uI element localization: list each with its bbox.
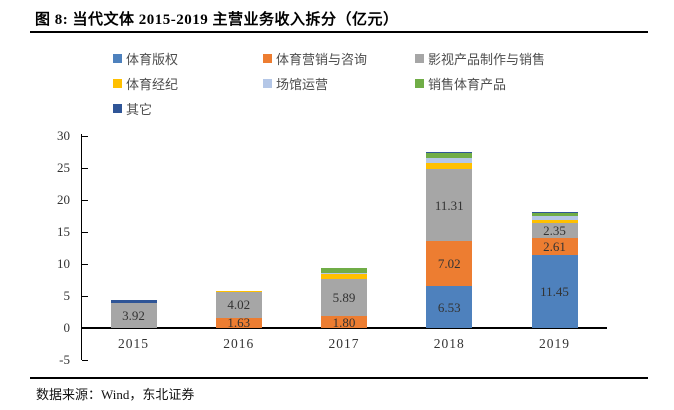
legend-swatch-icon [263,79,272,88]
bar-segment-2019-场馆运营 [531,216,578,220]
legend-item-1: 体育版权 [113,49,178,68]
legend-swatch-icon [415,79,424,88]
y-tick-label: 30 [57,128,70,143]
legend-item-2: 体育营销与咨询 [263,49,367,68]
bar-segment-2017-体育经纪 [321,273,367,279]
bar-segment-2015-其它 [110,299,157,303]
bar-segment-2017-场馆运营 [321,273,367,274]
y-axis-tick [82,231,88,233]
legend-label: 其它 [126,102,153,117]
bar-value-label: 2.61 [543,238,566,254]
bar-segment-2018-体育版权: 6.53 [426,286,473,328]
bar-value-label: 4.02 [227,297,251,313]
y-tick-label: 10 [57,256,70,271]
bar-value-label: 1.63 [227,315,251,331]
y-tick-label: 15 [57,224,70,239]
bar-value-label: 11.45 [540,283,569,299]
data-source-note: 数据来源：Wind，东北证券 [36,387,195,402]
bar-value-label: 6.53 [437,299,461,315]
y-axis-tick [82,135,88,137]
legend-swatch-icon [113,54,122,63]
bar-value-label: 11.31 [434,197,464,213]
bar-segment-2017-影视产品制作与销售: 5.89 [321,278,367,317]
legend-label: 销售体育产品 [428,77,507,92]
legend-label: 体育营销与咨询 [276,52,368,67]
bar-segment-2015-影视产品制作与销售: 3.92 [110,302,157,328]
bar-segment-2018-其它 [426,151,473,153]
legend-swatch-icon [113,79,122,88]
x-tick-label: 2017 [328,336,360,351]
y-tick-label: 0 [63,320,71,335]
footer-divider [30,377,648,379]
bar-segment-2017-销售体育产品 [321,268,367,274]
bar-value-label: 1.80 [332,314,356,330]
legend-label: 影视产品制作与销售 [428,52,546,67]
legend-swatch-icon [113,104,122,113]
legend-label: 场馆运营 [276,77,329,92]
x-tick-label: 2019 [539,336,570,351]
bar-value-label: 2.35 [543,222,566,238]
legend-item-6: 销售体育产品 [415,74,506,93]
bar-segment-2016-体育经纪 [215,290,262,292]
y-axis-line [80,134,82,360]
y-tick-label: 25 [57,160,70,175]
y-axis-tick [82,263,88,265]
bar-value-label: 5.89 [332,290,356,306]
legend-swatch-icon [415,54,424,63]
bar-segment-2018-体育营销与咨询: 7.02 [426,241,473,287]
y-tick-label: -5 [59,352,70,367]
x-tick-label: 2018 [433,336,465,351]
bar-value-label: 3.92 [122,307,145,323]
x-tick-label: 2016 [223,336,255,351]
legend-item-7: 其它 [113,99,152,118]
y-tick-label: 5 [63,288,71,303]
figure-title: 图 8: 当代文体 2015-2019 主营业务收入拆分（亿元） [35,12,399,28]
bar-value-label: 7.02 [437,256,461,272]
bar-segment-2019-体育营销与咨询: 2.61 [531,238,578,255]
bar-segment-2019-体育版权: 11.45 [531,254,578,328]
bar-segment-2019-影视产品制作与销售: 2.35 [531,222,578,238]
legend-swatch-icon [263,54,272,63]
bar-segment-2019-销售体育产品 [531,212,578,217]
y-axis-tick [82,359,88,361]
y-axis-tick [82,295,88,297]
x-tick-label: 2015 [118,336,149,351]
bar-segment-2017-体育营销与咨询: 1.80 [321,314,367,330]
bar-segment-2018-影视产品制作与销售: 11.31 [426,168,473,242]
legend-item-3: 影视产品制作与销售 [415,49,545,68]
bar-segment-2016-体育营销与咨询: 1.63 [215,315,262,331]
bar-segment-2018-场馆运营 [426,158,473,164]
y-tick-label: 20 [57,192,70,207]
y-axis-tick [82,167,88,169]
bar-segment-2018-体育经纪 [426,163,473,169]
bar-segment-2019-体育经纪 [531,219,578,223]
bar-segment-2016-影视产品制作与销售: 4.02 [215,291,262,318]
legend-label: 体育经纪 [126,77,179,92]
y-axis-tick [82,199,88,201]
bar-segment-2019-其它 [531,211,578,213]
legend-label: 体育版权 [126,52,179,67]
title-underline [30,31,648,33]
bar-segment-2018-销售体育产品 [426,152,473,159]
legend-item-5: 场馆运营 [263,74,328,93]
legend-item-4: 体育经纪 [113,74,178,93]
